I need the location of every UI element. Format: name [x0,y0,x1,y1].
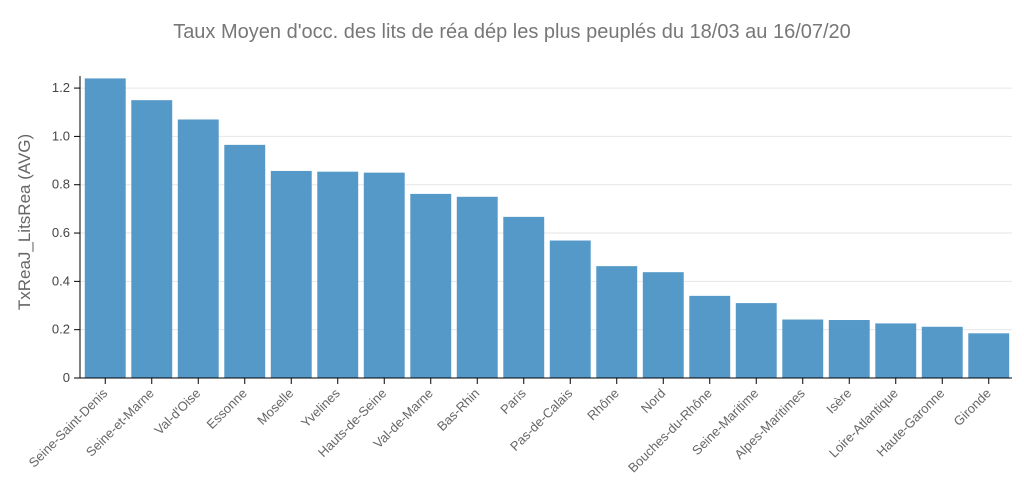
x-tick-label: Nord [638,386,669,417]
x-axis-ticks: Seine-Saint-DenisSeine-et-MarneVal-d'Ois… [26,378,994,475]
bars [84,78,1010,378]
y-axis-ticks: 0 0.2 0.4 0.6 0.8 1.0 1.2 [52,80,80,385]
x-tick-label: Paris [497,385,529,417]
x-tick-label: Bas-Rhin [434,386,482,434]
bar [968,333,1010,378]
gridlines [80,87,1012,331]
bar [177,119,219,378]
bar [317,171,359,378]
y-tick-label: 1.0 [52,128,70,143]
chart-title: Taux Moyen d'occ. des lits de réa dép le… [173,21,851,43]
x-tick-label: Val-d'Oise [151,386,203,438]
bar [549,240,591,378]
x-tick-label: Yvelines [298,385,343,430]
y-tick-label: 1.2 [52,80,70,95]
bar [503,216,545,378]
bar [270,170,312,378]
bar [642,272,684,378]
y-tick-label: 0 [63,370,70,385]
bar [689,295,731,378]
y-tick-label: 0.8 [52,177,70,192]
x-tick-label: Gironde [951,386,994,429]
bar [921,326,963,378]
y-tick-label: 0.4 [52,273,70,288]
x-tick-label: Seine-Saint-Denis [26,385,111,470]
bar [224,144,266,378]
bar [828,320,870,378]
bar [596,266,638,378]
x-tick-label: Rhône [584,386,622,424]
y-tick-label: 0.6 [52,225,70,240]
y-axis-label: TxReaJ_LitsRea (AVG) [15,134,34,310]
bar [363,172,405,378]
bar [131,100,173,378]
x-tick-label: Isère [823,386,854,417]
bar [875,323,917,378]
x-tick-label: Essonne [203,386,249,432]
x-tick-label: Bouches-du-Rhône [625,386,715,476]
bar [410,193,452,378]
x-tick-label: Moselle [254,386,296,428]
bar [456,196,498,378]
bar [735,303,777,378]
y-tick-label: 0.2 [52,322,70,337]
bar [84,78,126,378]
bar [782,319,824,378]
